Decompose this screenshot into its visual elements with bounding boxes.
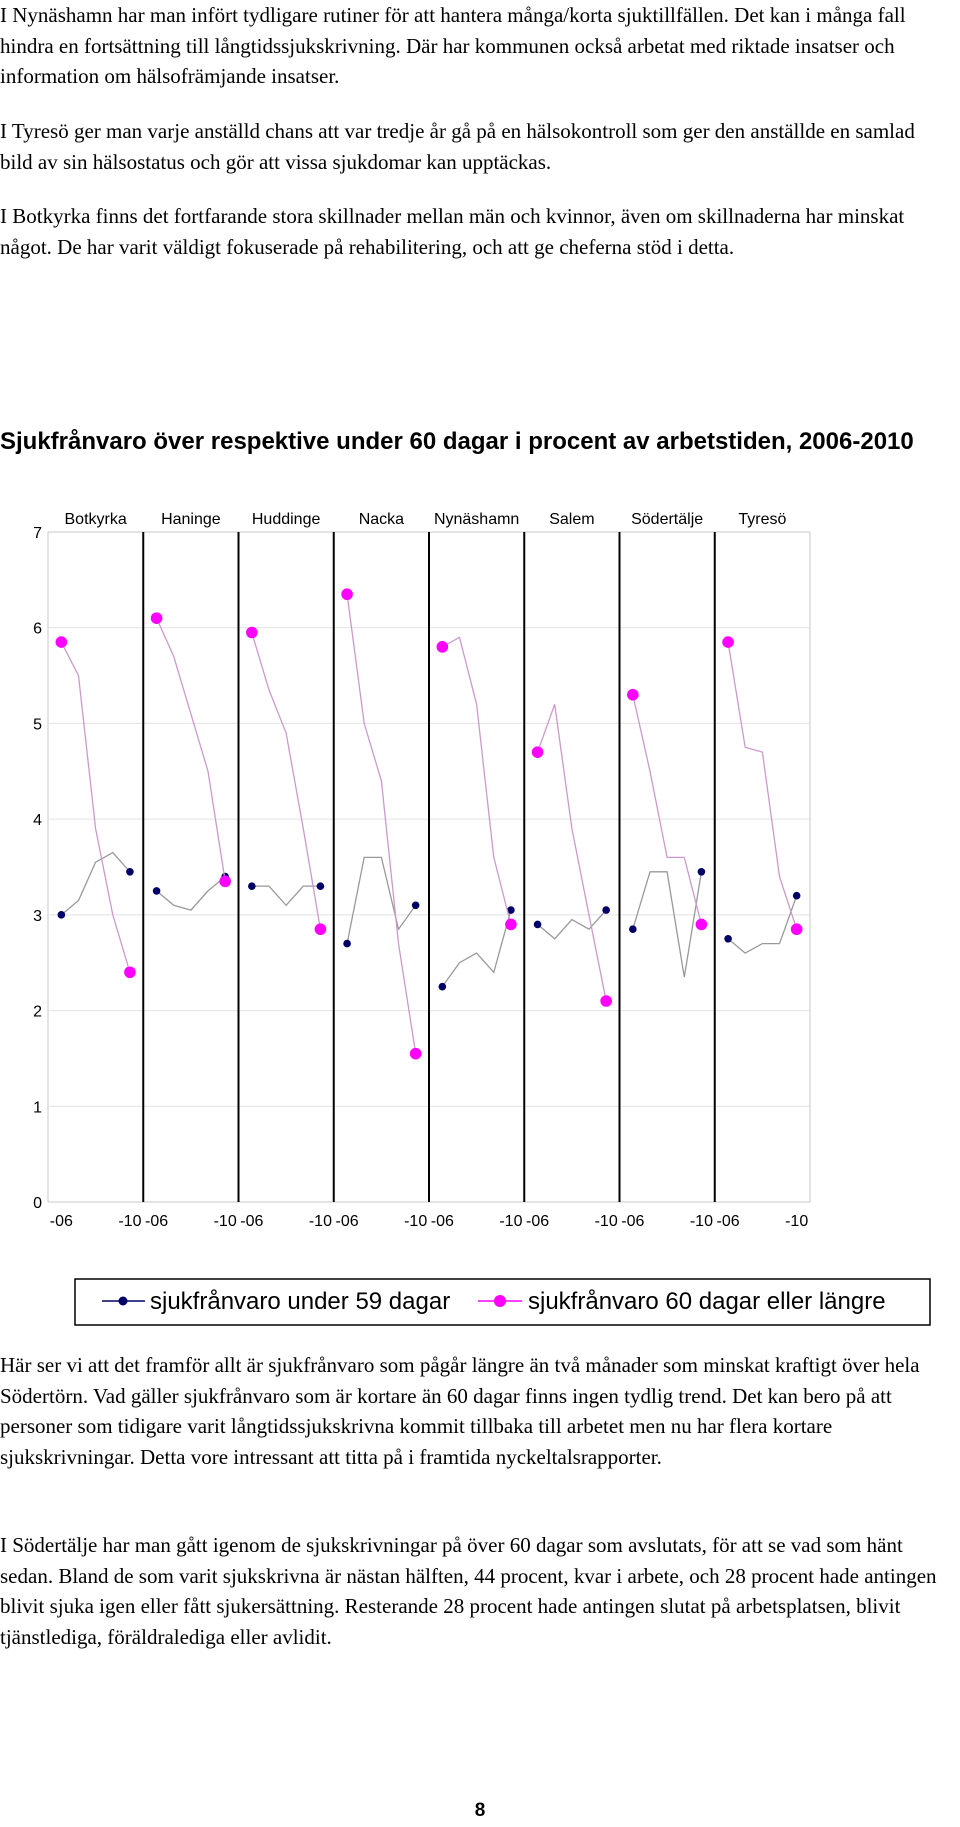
data-point bbox=[722, 636, 734, 648]
x-tick-label: -06 bbox=[145, 1213, 168, 1230]
legend-marker bbox=[494, 1295, 506, 1307]
data-point bbox=[316, 882, 325, 890]
data-point bbox=[341, 588, 353, 601]
paragraph-analysis: Här ser vi att det framför allt är sjukf… bbox=[0, 1353, 920, 1469]
series-line bbox=[60, 641, 131, 973]
x-tick-label: -10 bbox=[785, 1213, 808, 1230]
legend-label: sjukfrånvaro 60 dagar eller längre bbox=[528, 1288, 886, 1315]
group-label: Tyresö bbox=[738, 511, 786, 528]
data-point bbox=[150, 612, 163, 624]
series-line bbox=[441, 909, 512, 987]
series-line bbox=[632, 694, 703, 925]
data-point bbox=[790, 923, 803, 936]
data-point bbox=[438, 982, 447, 991]
series-line bbox=[727, 895, 798, 954]
group-label: Huddinge bbox=[252, 511, 321, 528]
data-point bbox=[697, 867, 706, 876]
data-point bbox=[531, 746, 544, 758]
data-point bbox=[343, 939, 351, 948]
x-tick-label: -10 bbox=[499, 1213, 522, 1230]
series-line bbox=[251, 885, 321, 907]
series-line bbox=[251, 632, 322, 930]
series-line bbox=[156, 617, 226, 882]
data-point bbox=[248, 882, 256, 890]
series-line bbox=[346, 594, 417, 1054]
data-point bbox=[507, 906, 515, 914]
data-point bbox=[627, 688, 639, 701]
paragraph-sodertalje: I Södertälje har man gått igenom de sjuk… bbox=[0, 1533, 937, 1649]
x-tick-label: -10 bbox=[690, 1213, 713, 1230]
group-label: Salem bbox=[549, 511, 594, 528]
x-tick-label: -10 bbox=[404, 1213, 427, 1230]
data-point bbox=[602, 906, 610, 914]
group-label: Nacka bbox=[359, 511, 404, 528]
series-line bbox=[441, 636, 512, 925]
series-line bbox=[727, 641, 798, 930]
series-line bbox=[632, 871, 703, 978]
group-label: Botkyrka bbox=[65, 511, 127, 528]
data-point bbox=[126, 867, 134, 876]
x-tick-label: -06 bbox=[526, 1213, 549, 1230]
data-point bbox=[409, 1047, 422, 1060]
group-label: Haninge bbox=[161, 511, 221, 528]
y-tick-label: 6 bbox=[33, 621, 42, 638]
chart-title: Sjukfrånvaro över respektive under 60 da… bbox=[0, 428, 914, 455]
x-tick-label: -10 bbox=[118, 1213, 141, 1230]
sick-leave-chart: 0 1 2 3 4 5 6 7 Botkyrka Haninge Huddinge Nacka Nynä… bbox=[33, 511, 931, 1326]
y-tick-label: 1 bbox=[33, 1099, 42, 1116]
legend-label: sjukfrånvaro under 59 dagar bbox=[150, 1288, 450, 1315]
x-tick-label: -06 bbox=[431, 1213, 454, 1230]
data-point bbox=[505, 918, 517, 931]
x-tick-label: -06 bbox=[336, 1213, 359, 1230]
y-tick-label: 2 bbox=[33, 1004, 42, 1021]
data-point bbox=[436, 641, 449, 653]
series-line bbox=[346, 856, 417, 944]
y-tick-label: 4 bbox=[33, 812, 42, 829]
data-point bbox=[124, 966, 136, 979]
y-tick-label: 0 bbox=[33, 1195, 42, 1212]
data-point bbox=[629, 925, 637, 934]
y-tick-label: 7 bbox=[33, 525, 42, 542]
data-point bbox=[152, 887, 161, 895]
data-point bbox=[57, 911, 66, 919]
x-tick-label: -10 bbox=[309, 1213, 332, 1230]
x-tick-label: -06 bbox=[621, 1213, 644, 1230]
x-tick-label: -06 bbox=[240, 1213, 263, 1230]
group-label: Nynäshamn bbox=[434, 511, 519, 528]
data-point bbox=[792, 891, 801, 900]
series-line bbox=[156, 876, 226, 911]
group-label: Södertälje bbox=[631, 511, 703, 528]
data-point bbox=[314, 923, 327, 936]
x-tick-label: -06 bbox=[717, 1213, 740, 1230]
data-point bbox=[695, 918, 708, 931]
paragraph-tyreso: I Tyresö ger man varje anställd chans at… bbox=[0, 119, 915, 174]
paragraph-nynashamn: I Nynäshamn har man infört tydligare rut… bbox=[0, 3, 906, 88]
data-point bbox=[219, 875, 231, 888]
data-point bbox=[533, 920, 542, 929]
series-line bbox=[60, 851, 131, 916]
data-point bbox=[600, 995, 612, 1007]
data-point bbox=[411, 901, 420, 910]
paragraph-botkyrka: I Botkyrka finns det fortfarande stora s… bbox=[0, 204, 905, 259]
y-tick-label: 3 bbox=[33, 908, 42, 925]
page-number: 8 bbox=[474, 1800, 486, 1821]
x-tick-label: -10 bbox=[595, 1213, 618, 1230]
x-tick-label: -10 bbox=[214, 1213, 237, 1230]
series-line bbox=[536, 704, 607, 1002]
data-point bbox=[55, 636, 68, 648]
x-tick-label: -06 bbox=[50, 1213, 73, 1230]
legend-marker bbox=[118, 1296, 128, 1306]
y-tick-label: 5 bbox=[33, 716, 42, 733]
series-line bbox=[537, 909, 607, 940]
data-point bbox=[246, 626, 258, 639]
data-point bbox=[724, 934, 732, 943]
